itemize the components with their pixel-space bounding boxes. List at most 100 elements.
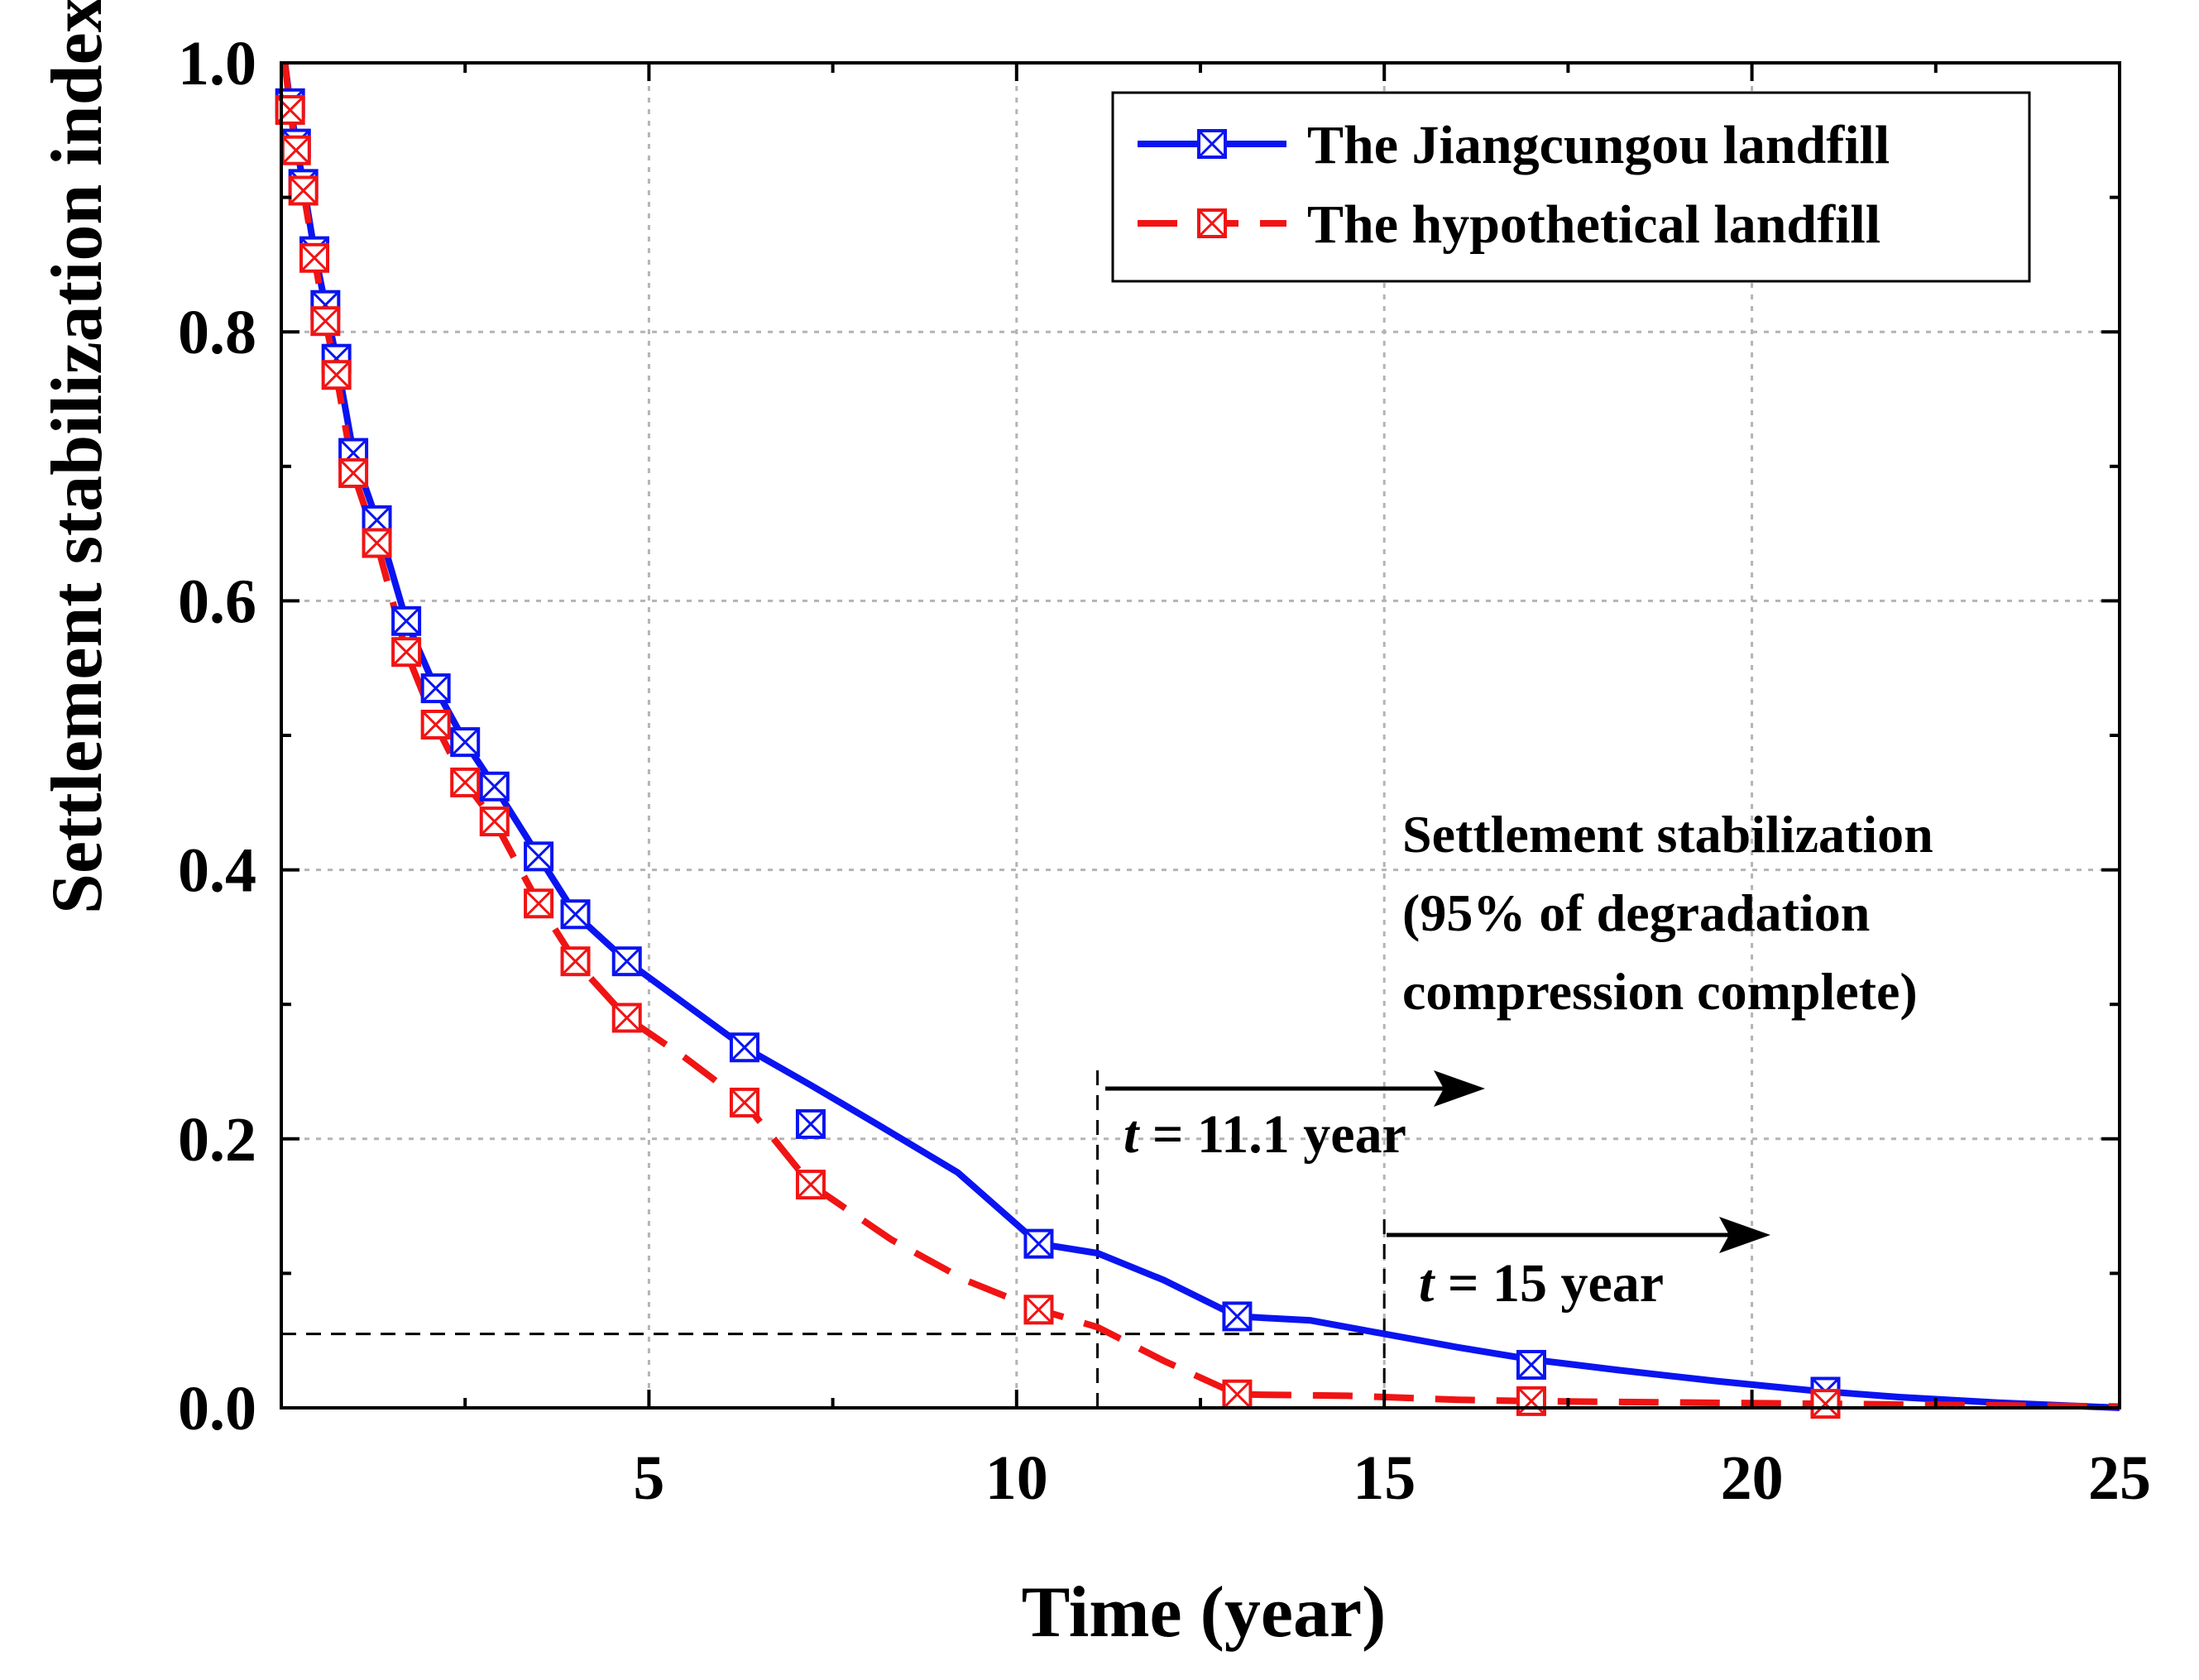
- data-point: [729, 1087, 759, 1118]
- threshold-guides: [281, 1067, 1386, 1408]
- marker-cross-b: [1197, 208, 1227, 238]
- data-point: [560, 946, 591, 977]
- marker-cross-b: [1811, 1390, 1840, 1419]
- data-point: [795, 1108, 826, 1139]
- data-point: [288, 175, 319, 206]
- y-tick-label: 0.6: [178, 567, 256, 636]
- data-point: [1222, 1379, 1253, 1410]
- marker-cross-b: [289, 176, 318, 205]
- data-point: [338, 457, 369, 488]
- data-point: [611, 946, 642, 977]
- x-tick-label: 10: [985, 1443, 1048, 1513]
- marker-cross-b: [1197, 129, 1227, 159]
- x-tick-label: 15: [1353, 1443, 1416, 1513]
- t1-symbol: t: [1123, 1104, 1140, 1165]
- t2-symbol: t: [1419, 1253, 1435, 1314]
- t1-value: = 11.1 year: [1138, 1104, 1406, 1165]
- data-point: [362, 528, 392, 558]
- y-tick-label: 0.8: [178, 298, 256, 367]
- marker-cross-b: [480, 772, 509, 801]
- marker-cross-b: [1516, 1386, 1546, 1415]
- t2-value: = 15 year: [1434, 1253, 1664, 1314]
- legend-label-jiangcungou: The Jiangcungou landfill: [1307, 115, 1890, 175]
- legend-marker: [1197, 208, 1227, 238]
- marker-cross-b: [451, 768, 480, 797]
- marker-cross-b: [480, 807, 509, 836]
- arrow-t2: [1387, 1217, 1770, 1253]
- data-point: [391, 605, 422, 636]
- data-point: [1023, 1295, 1054, 1325]
- legend-label-hypothetical: The hypothetical landfill: [1307, 194, 1880, 255]
- data-point: [420, 709, 451, 739]
- data-point: [1222, 1301, 1253, 1332]
- data-point: [524, 841, 554, 872]
- marker-cross-b: [612, 1003, 641, 1032]
- data-point: [524, 888, 554, 919]
- marker-cross-b: [451, 728, 480, 757]
- marker-cross-b: [730, 1088, 759, 1117]
- marker-cross-b: [1223, 1302, 1252, 1331]
- data-point: [560, 899, 591, 930]
- marker-cross-b: [730, 1033, 759, 1062]
- data-point: [479, 771, 510, 802]
- marker-cross-b: [561, 947, 590, 976]
- y-tick-label: 0.4: [178, 836, 256, 906]
- legend-box: [1111, 91, 2031, 283]
- marker-cross-b: [1516, 1350, 1546, 1380]
- arrow-t1: [1105, 1070, 1485, 1107]
- marker-cross-b: [392, 606, 421, 635]
- data-point: [795, 1170, 826, 1200]
- marker-cross-b: [421, 674, 450, 703]
- marker-cross-b: [299, 243, 329, 272]
- data-point: [310, 306, 341, 337]
- data-point: [1810, 1389, 1841, 1419]
- marker-cross-b: [561, 900, 590, 929]
- y-tick-label: 1.0: [178, 29, 256, 98]
- series-group: [275, 62, 2120, 1419]
- arrow-t1-head: [1434, 1070, 1485, 1107]
- marker-cross-b: [1024, 1295, 1053, 1324]
- legend-sample-jiangcungou: [1138, 129, 1286, 159]
- marker-cross-b: [281, 136, 310, 165]
- arrow-t2-head: [1719, 1217, 1770, 1253]
- axes: 5 10 15 20 25 0.0 0.2 0.4 0.6 0.8 1.0: [178, 29, 2151, 1513]
- data-point: [321, 360, 352, 390]
- marker-cross-b: [612, 947, 641, 976]
- marker-cross-b: [322, 361, 351, 390]
- annotation-line-3: compression complete): [1402, 962, 1918, 1021]
- x-tick-label: 5: [633, 1443, 664, 1513]
- data-point: [280, 135, 311, 165]
- markers-hypothetical: [275, 94, 1841, 1419]
- data-point: [1023, 1228, 1054, 1259]
- y-tick-label: 0.2: [178, 1105, 256, 1175]
- data-point: [450, 767, 481, 797]
- marker-cross-b: [796, 1109, 825, 1138]
- legend-sample-hypothetical: [1138, 208, 1286, 238]
- y-tick-label: 0.0: [178, 1374, 256, 1443]
- data-point: [391, 637, 422, 668]
- marker-cross-b: [421, 710, 450, 739]
- annotation-line-2: (95% of degradation: [1402, 883, 1870, 942]
- marker-cross-b: [339, 458, 368, 487]
- legend: The Jiangcungou landfill The hypothetica…: [1111, 91, 2031, 283]
- t1-label: t = 11.1 year: [1123, 1104, 1406, 1165]
- data-point: [479, 806, 510, 837]
- data-point: [420, 673, 451, 704]
- x-axis-title: Time (year): [1022, 1572, 1387, 1653]
- legend-marker: [1197, 129, 1227, 159]
- marker-cross-b: [311, 307, 340, 336]
- marker-cross-b: [392, 638, 421, 667]
- marker-cross-b: [362, 529, 391, 558]
- marker-cross-b: [1024, 1229, 1053, 1258]
- data-point: [450, 727, 481, 758]
- marker-cross-b: [1223, 1380, 1252, 1409]
- y-axis-title-text: Settlement stabilization index,: [37, 0, 117, 914]
- marker-cross-b: [525, 889, 553, 918]
- t2-label: t = 15 year: [1419, 1253, 1664, 1314]
- marker-cross-b: [796, 1170, 825, 1199]
- grid: [281, 63, 2120, 1408]
- data-point: [1516, 1349, 1546, 1380]
- x-tick-label: 20: [1721, 1443, 1784, 1513]
- x-tick-label: 25: [2088, 1443, 2151, 1513]
